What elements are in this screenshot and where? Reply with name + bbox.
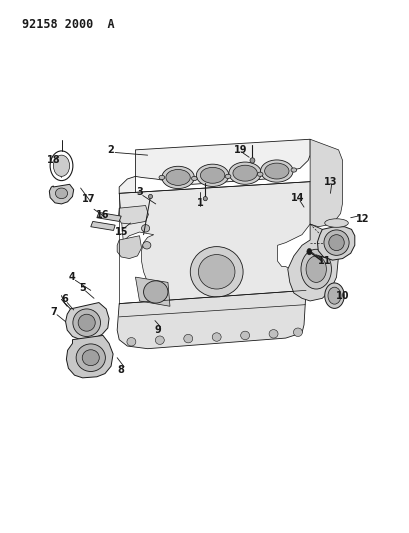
- Ellipse shape: [240, 331, 249, 340]
- Text: 4: 4: [69, 272, 76, 282]
- Ellipse shape: [159, 175, 165, 180]
- Ellipse shape: [82, 350, 99, 366]
- Ellipse shape: [184, 334, 193, 343]
- Circle shape: [328, 287, 341, 304]
- Ellipse shape: [127, 337, 136, 346]
- Ellipse shape: [306, 256, 326, 282]
- Ellipse shape: [190, 247, 243, 297]
- Polygon shape: [117, 236, 142, 259]
- Circle shape: [54, 155, 70, 176]
- Polygon shape: [310, 139, 343, 227]
- Text: 13: 13: [324, 176, 337, 187]
- Ellipse shape: [257, 172, 263, 176]
- Text: 12: 12: [356, 214, 370, 224]
- Polygon shape: [288, 224, 339, 301]
- Circle shape: [307, 248, 312, 255]
- Ellipse shape: [142, 224, 150, 232]
- Ellipse shape: [324, 230, 349, 255]
- Ellipse shape: [225, 174, 231, 179]
- Ellipse shape: [191, 176, 197, 181]
- Text: 11: 11: [317, 256, 331, 266]
- Ellipse shape: [329, 235, 344, 251]
- Ellipse shape: [143, 241, 151, 249]
- Text: 17: 17: [82, 193, 95, 204]
- Text: 5: 5: [79, 282, 86, 293]
- Ellipse shape: [198, 255, 235, 289]
- Polygon shape: [117, 290, 306, 349]
- Text: 3: 3: [136, 187, 143, 197]
- Ellipse shape: [78, 314, 95, 331]
- Text: 16: 16: [96, 209, 110, 220]
- Ellipse shape: [229, 162, 261, 184]
- Ellipse shape: [73, 309, 101, 336]
- Text: 2: 2: [108, 145, 115, 155]
- Ellipse shape: [233, 165, 257, 181]
- Polygon shape: [49, 184, 74, 204]
- Ellipse shape: [155, 336, 164, 344]
- Ellipse shape: [212, 333, 221, 341]
- Text: 7: 7: [51, 306, 58, 317]
- Circle shape: [325, 283, 344, 309]
- Polygon shape: [135, 277, 170, 306]
- Ellipse shape: [200, 167, 225, 183]
- Ellipse shape: [148, 195, 153, 199]
- Text: 18: 18: [47, 156, 61, 165]
- Text: 9: 9: [155, 325, 161, 335]
- Text: 10: 10: [336, 290, 349, 301]
- Polygon shape: [91, 221, 115, 230]
- Ellipse shape: [144, 281, 168, 303]
- Ellipse shape: [269, 329, 278, 338]
- Polygon shape: [119, 139, 310, 199]
- Text: 6: 6: [61, 294, 68, 304]
- Ellipse shape: [250, 158, 255, 163]
- Polygon shape: [66, 335, 113, 378]
- Ellipse shape: [291, 168, 297, 172]
- Text: 8: 8: [118, 365, 125, 375]
- Text: 92158 2000  A: 92158 2000 A: [22, 18, 115, 31]
- Ellipse shape: [294, 328, 302, 336]
- Polygon shape: [317, 227, 355, 260]
- Ellipse shape: [261, 160, 293, 182]
- Text: 14: 14: [291, 192, 305, 203]
- Ellipse shape: [76, 344, 106, 372]
- Polygon shape: [97, 213, 121, 221]
- Text: 15: 15: [115, 227, 128, 237]
- Ellipse shape: [203, 197, 207, 201]
- Polygon shape: [118, 206, 148, 224]
- Ellipse shape: [55, 188, 67, 199]
- Ellipse shape: [196, 164, 229, 187]
- Text: 19: 19: [234, 145, 248, 155]
- Polygon shape: [65, 303, 109, 340]
- Polygon shape: [119, 182, 310, 325]
- Text: 1: 1: [197, 198, 204, 208]
- Ellipse shape: [325, 219, 348, 227]
- Ellipse shape: [162, 166, 194, 189]
- Ellipse shape: [166, 169, 190, 185]
- Ellipse shape: [301, 249, 331, 289]
- Ellipse shape: [265, 163, 289, 179]
